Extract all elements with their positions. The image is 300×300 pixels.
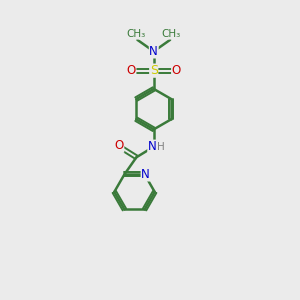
Text: N: N	[141, 168, 150, 181]
Text: N: N	[148, 140, 157, 153]
Text: CH₃: CH₃	[161, 29, 181, 39]
Text: O: O	[115, 139, 124, 152]
Text: S: S	[150, 64, 158, 77]
Text: CH₃: CH₃	[127, 29, 146, 39]
Text: N: N	[149, 45, 158, 58]
Text: H: H	[157, 142, 165, 152]
Text: O: O	[172, 64, 181, 77]
Text: O: O	[127, 64, 136, 77]
